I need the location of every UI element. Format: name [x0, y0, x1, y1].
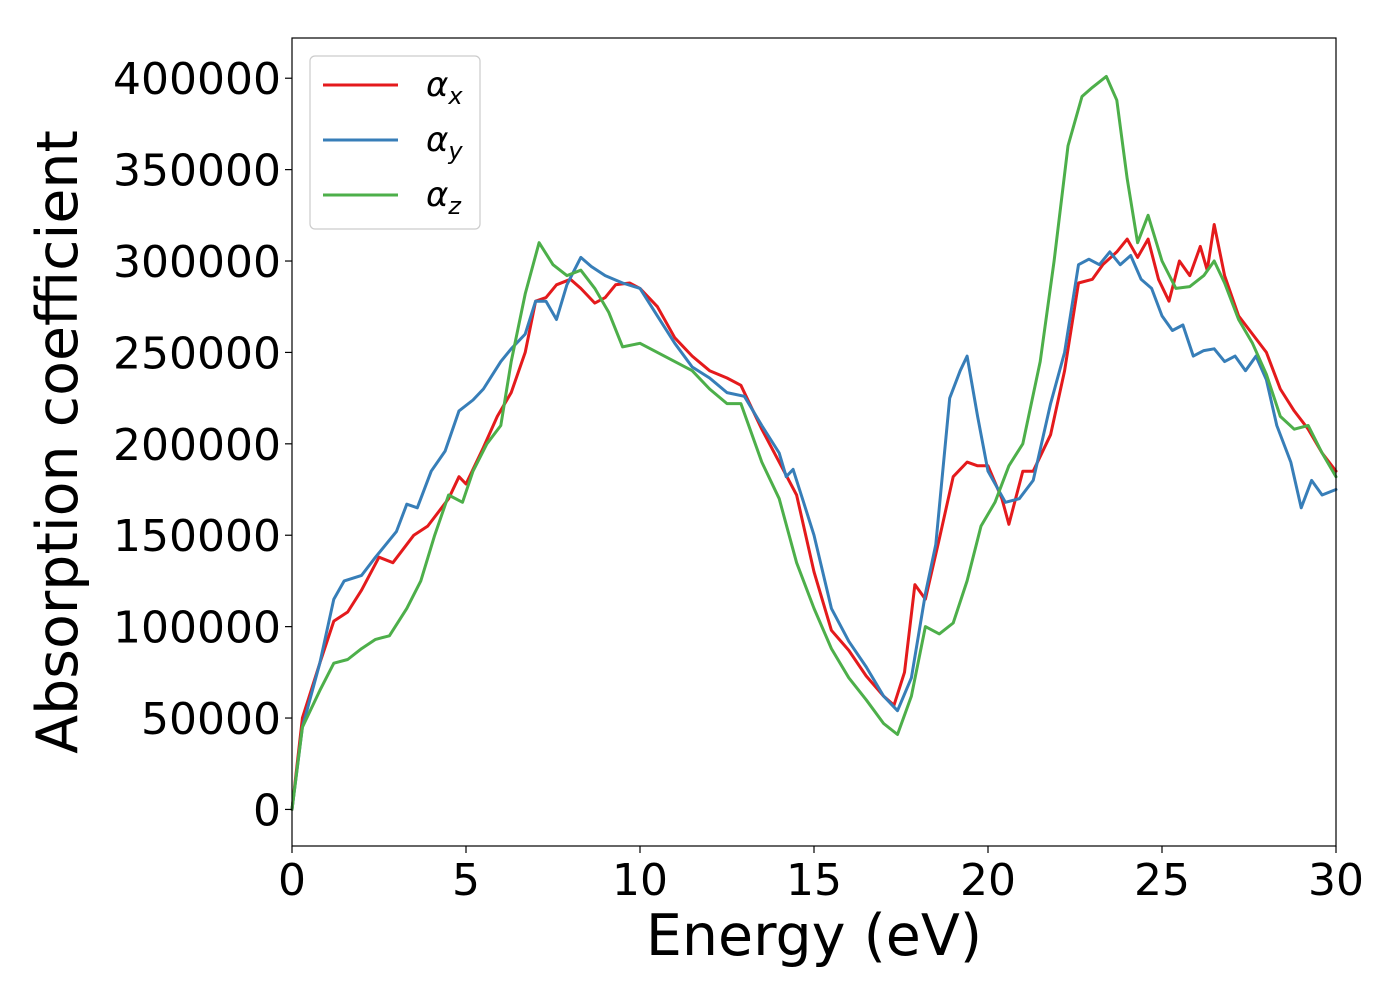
series-line-z [290, 74, 1338, 811]
legend-box [309, 55, 481, 230]
x-axis-ticks: 0 5 10 15 20 25 30 [278, 846, 1364, 906]
x-tick-label: 10 [612, 855, 668, 906]
x-axis-label: Energy (eV) [646, 903, 982, 969]
y-axis-label: Absorption coefficient [25, 130, 91, 754]
x-tick-label: 20 [960, 855, 1016, 906]
series-layer [290, 74, 1338, 811]
series-line-y [290, 250, 1338, 811]
x-tick-label: 5 [452, 855, 480, 906]
y-tick-label: 0 [253, 785, 281, 836]
y-tick-label: 50000 [141, 694, 281, 745]
y-tick-label: 250000 [113, 328, 281, 379]
y-tick-label: 350000 [113, 146, 281, 197]
x-tick-label: 0 [278, 855, 306, 906]
y-tick-label: 200000 [113, 420, 281, 471]
y-tick-label: 400000 [113, 54, 281, 105]
x-tick-label: 25 [1134, 855, 1190, 906]
y-tick-label: 150000 [113, 511, 281, 562]
y-axis-ticks: 0 50000 100000 150000 200000 250000 300000 3500… [113, 54, 292, 836]
y-tick-label: 300000 [113, 237, 281, 288]
x-tick-label: 30 [1308, 855, 1364, 906]
legend-label-y: αy [426, 120, 463, 165]
x-tick-label: 15 [786, 855, 842, 906]
y-tick-label: 100000 [113, 603, 281, 654]
